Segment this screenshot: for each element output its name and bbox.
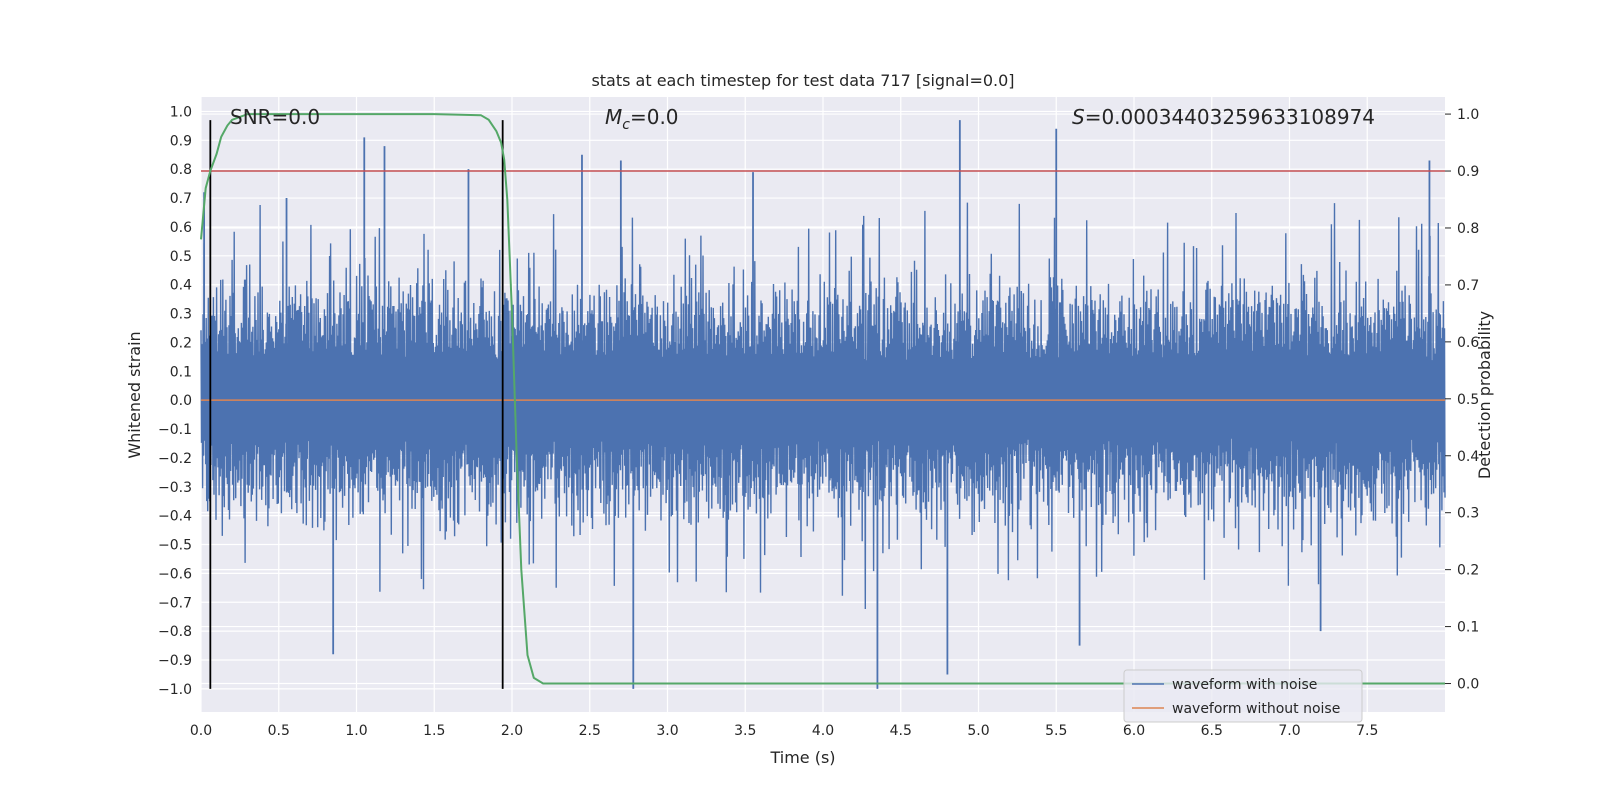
mc-value: =0.0 xyxy=(630,105,679,129)
snr-annotation: SNR=0.0 xyxy=(230,105,320,129)
y-left-tick-label: −0.3 xyxy=(158,480,192,496)
y-axis-left-label: Whitened strain xyxy=(125,331,144,458)
y-left-tick-label: 0.2 xyxy=(170,335,192,351)
s-value: =0.00034403259633108974 xyxy=(1085,105,1375,129)
y-left-tick-label: 0.3 xyxy=(170,307,192,323)
y-left-tick-label: 0.9 xyxy=(170,133,192,149)
x-tick-label: 4.0 xyxy=(812,723,834,739)
x-tick-label: 0.0 xyxy=(190,723,212,739)
y-left-tick-label: −1.0 xyxy=(158,682,192,698)
legend-label-noise: waveform with noise xyxy=(1172,677,1317,693)
y-right-tick-label: 1.0 xyxy=(1457,107,1479,123)
x-tick-label: 1.5 xyxy=(423,723,445,739)
y-left-tick-label: −0.2 xyxy=(158,451,192,467)
x-tick-label: 3.5 xyxy=(734,723,756,739)
y-right-tick-label: 0.5 xyxy=(1457,392,1479,408)
y-axis-right-ticks: 1.0 0.9 0.8 0.7 0.6 0.5 0.4 0.3 0.2 0.1 0.0 xyxy=(1445,107,1479,693)
x-tick-label: 2.5 xyxy=(579,723,601,739)
mc-symbol: M xyxy=(605,105,622,129)
y-left-tick-label: −0.1 xyxy=(158,422,192,438)
x-tick-label: 5.5 xyxy=(1045,723,1067,739)
y-right-tick-label: 0.2 xyxy=(1457,563,1479,579)
legend-label-clean: waveform without noise xyxy=(1172,701,1340,717)
y-left-tick-label: 0.1 xyxy=(170,364,192,380)
y-left-tick-label: −0.4 xyxy=(158,509,192,525)
y-right-tick-label: 0.3 xyxy=(1457,506,1479,522)
y-right-tick-label: 0.6 xyxy=(1457,335,1479,351)
y-left-tick-label: 0.0 xyxy=(170,393,192,409)
y-left-tick-label: 0.8 xyxy=(170,162,192,178)
y-right-tick-label: 0.0 xyxy=(1457,677,1479,693)
y-left-tick-label: −0.8 xyxy=(158,624,192,640)
x-tick-label: 1.0 xyxy=(345,723,367,739)
y-right-tick-label: 0.1 xyxy=(1457,620,1479,636)
y-left-tick-label: 0.4 xyxy=(170,278,192,294)
x-tick-label: 2.0 xyxy=(501,723,523,739)
y-left-tick-label: 0.6 xyxy=(170,220,192,236)
y-right-tick-label: 0.9 xyxy=(1457,164,1479,180)
x-tick-label: 4.5 xyxy=(890,723,912,739)
y-right-tick-label: 0.4 xyxy=(1457,449,1479,465)
y-left-tick-label: 1.0 xyxy=(170,104,192,120)
y-left-tick-label: −0.5 xyxy=(158,538,192,554)
y-left-tick-label: 0.7 xyxy=(170,191,192,207)
y-left-tick-label: 0.5 xyxy=(170,249,192,265)
x-tick-label: 6.5 xyxy=(1201,723,1223,739)
y-left-tick-label: −0.7 xyxy=(158,595,192,611)
chart-title: stats at each timestep for test data 717… xyxy=(591,71,1014,90)
x-tick-label: 7.5 xyxy=(1356,723,1378,739)
x-tick-label: 6.0 xyxy=(1123,723,1145,739)
mc-subscript: c xyxy=(622,117,630,133)
legend: waveform with noise waveform without noi… xyxy=(1123,669,1363,723)
y-axis-right-label: Detection probability xyxy=(1475,311,1494,479)
series-waveform-with-noise xyxy=(200,202,1446,610)
x-axis-label: Time (s) xyxy=(769,748,835,767)
legend-box xyxy=(1123,669,1363,723)
y-left-tick-label: −0.9 xyxy=(158,653,192,669)
s-annotation: S=0.00034403259633108974 xyxy=(1072,105,1375,129)
x-tick-label: 3.0 xyxy=(656,723,678,739)
series-layer xyxy=(200,113,1446,689)
x-tick-label: 0.5 xyxy=(268,723,290,739)
series-detection-probability xyxy=(200,113,1445,685)
y-right-tick-label: 0.8 xyxy=(1457,221,1479,237)
y-axis-left-ticks: 1.0 0.9 0.8 0.7 0.6 0.5 0.4 0.3 0.2 0.1 0.0 −0.1 −0.… xyxy=(158,104,192,697)
s-symbol: S xyxy=(1072,105,1085,129)
chirp-mass-annotation: Mc=0.0 xyxy=(605,105,679,133)
x-tick-label: 7.0 xyxy=(1278,723,1300,739)
y-left-tick-label: −0.6 xyxy=(158,566,192,582)
y-right-tick-label: 0.7 xyxy=(1457,278,1479,294)
x-tick-label: 5.0 xyxy=(967,723,989,739)
x-axis-ticks: 0.0 0.5 1.0 1.5 2.0 2.5 3.0 3.5 4.0 4.5 5.0 5.5 6.0 6… xyxy=(190,723,1379,739)
